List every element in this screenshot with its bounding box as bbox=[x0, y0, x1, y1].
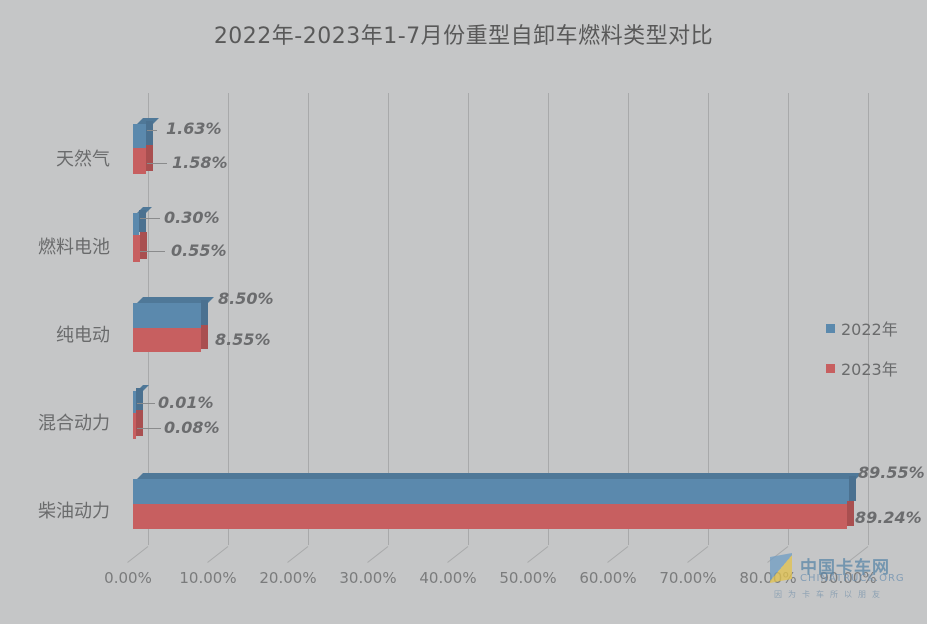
data-label-2022: 0.30% bbox=[164, 208, 220, 227]
bar-2023-pure-electric[interactable] bbox=[133, 325, 208, 352]
bar-2022-fuel-cell[interactable] bbox=[133, 207, 152, 235]
gridline bbox=[788, 93, 789, 545]
leader-line bbox=[140, 251, 165, 252]
gridline bbox=[388, 93, 389, 545]
leader-line bbox=[147, 130, 157, 131]
data-label-2023: 8.55% bbox=[215, 330, 271, 349]
legend-item-2022[interactable]: 2022年 bbox=[826, 316, 898, 340]
data-label-2023: 0.55% bbox=[171, 241, 227, 260]
leader-line bbox=[137, 403, 155, 404]
gridline bbox=[708, 93, 709, 545]
gridline bbox=[628, 93, 629, 545]
floor-tick bbox=[527, 546, 549, 563]
x-tick-label: 10.00% bbox=[179, 569, 237, 587]
category-label: 柴油动力 bbox=[38, 501, 110, 522]
bar-2023-hybrid[interactable] bbox=[133, 410, 143, 439]
watermark-domain: CHINATRUCK.ORG bbox=[800, 573, 905, 584]
chart-title: 2022年-2023年1-7月份重型自卸车燃料类型对比 bbox=[213, 24, 714, 49]
category-label: 纯电动 bbox=[56, 325, 110, 346]
leader-line bbox=[140, 218, 160, 219]
bar-2023-natural-gas[interactable] bbox=[133, 145, 153, 174]
legend-label: 2022年 bbox=[841, 320, 898, 339]
legend-item-2023[interactable]: 2023年 bbox=[826, 356, 898, 380]
gridline bbox=[548, 93, 549, 545]
floor-tick bbox=[207, 546, 229, 563]
gridline bbox=[228, 93, 229, 545]
floor-tick bbox=[687, 546, 709, 563]
x-tick-label: 60.00% bbox=[579, 569, 637, 587]
data-label-2022: 89.55% bbox=[858, 463, 925, 482]
x-tick-label: 70.00% bbox=[659, 569, 717, 587]
legend-label: 2023年 bbox=[841, 360, 898, 379]
leader-line bbox=[147, 163, 167, 164]
leader-line bbox=[137, 428, 161, 429]
floor-tick bbox=[127, 546, 149, 563]
bar-2022-natural-gas[interactable] bbox=[133, 118, 159, 148]
legend-swatch-icon bbox=[826, 323, 835, 333]
data-label-2022: 0.01% bbox=[158, 393, 214, 412]
gridline bbox=[308, 93, 309, 545]
category-label: 混合动力 bbox=[38, 413, 110, 434]
data-label-2023: 89.24% bbox=[855, 508, 922, 527]
floor-tick bbox=[447, 546, 469, 563]
data-label-2022: 8.50% bbox=[218, 289, 274, 308]
data-label-2022: 1.63% bbox=[166, 119, 222, 138]
watermark-slogan: 因为卡车所以朋友 bbox=[774, 590, 886, 599]
x-tick-label: 90.00% bbox=[819, 569, 877, 587]
data-label-2023: 1.58% bbox=[172, 153, 228, 172]
floor-tick bbox=[287, 546, 309, 563]
floor-tick bbox=[607, 546, 629, 563]
gridline bbox=[868, 93, 869, 545]
bar-2022-hybrid[interactable] bbox=[133, 385, 149, 413]
bar-2022-pure-electric[interactable] bbox=[133, 297, 214, 328]
bar-2023-diesel[interactable] bbox=[133, 501, 854, 529]
category-label: 天然气 bbox=[56, 149, 110, 170]
x-tick-label: 20.00% bbox=[259, 569, 317, 587]
x-tick-label: 40.00% bbox=[419, 569, 477, 587]
category-label: 燃料电池 bbox=[38, 237, 110, 258]
bar-2023-fuel-cell[interactable] bbox=[133, 232, 147, 262]
floor-tick bbox=[367, 546, 389, 563]
x-tick-label: 50.00% bbox=[499, 569, 557, 587]
chinatruck-logo-icon bbox=[770, 553, 792, 583]
data-label-2023: 0.08% bbox=[164, 418, 220, 437]
x-tick-label: 30.00% bbox=[339, 569, 397, 587]
x-tick-label: 0.00% bbox=[104, 569, 152, 587]
watermark: 中国卡车网 CHINATRUCK.ORG 因为卡车所以朋友 bbox=[770, 553, 910, 603]
bar-2022-diesel[interactable] bbox=[133, 473, 862, 504]
legend-swatch-icon bbox=[826, 363, 835, 373]
gridline bbox=[468, 93, 469, 545]
watermark-name: 中国卡车网 bbox=[800, 558, 890, 578]
